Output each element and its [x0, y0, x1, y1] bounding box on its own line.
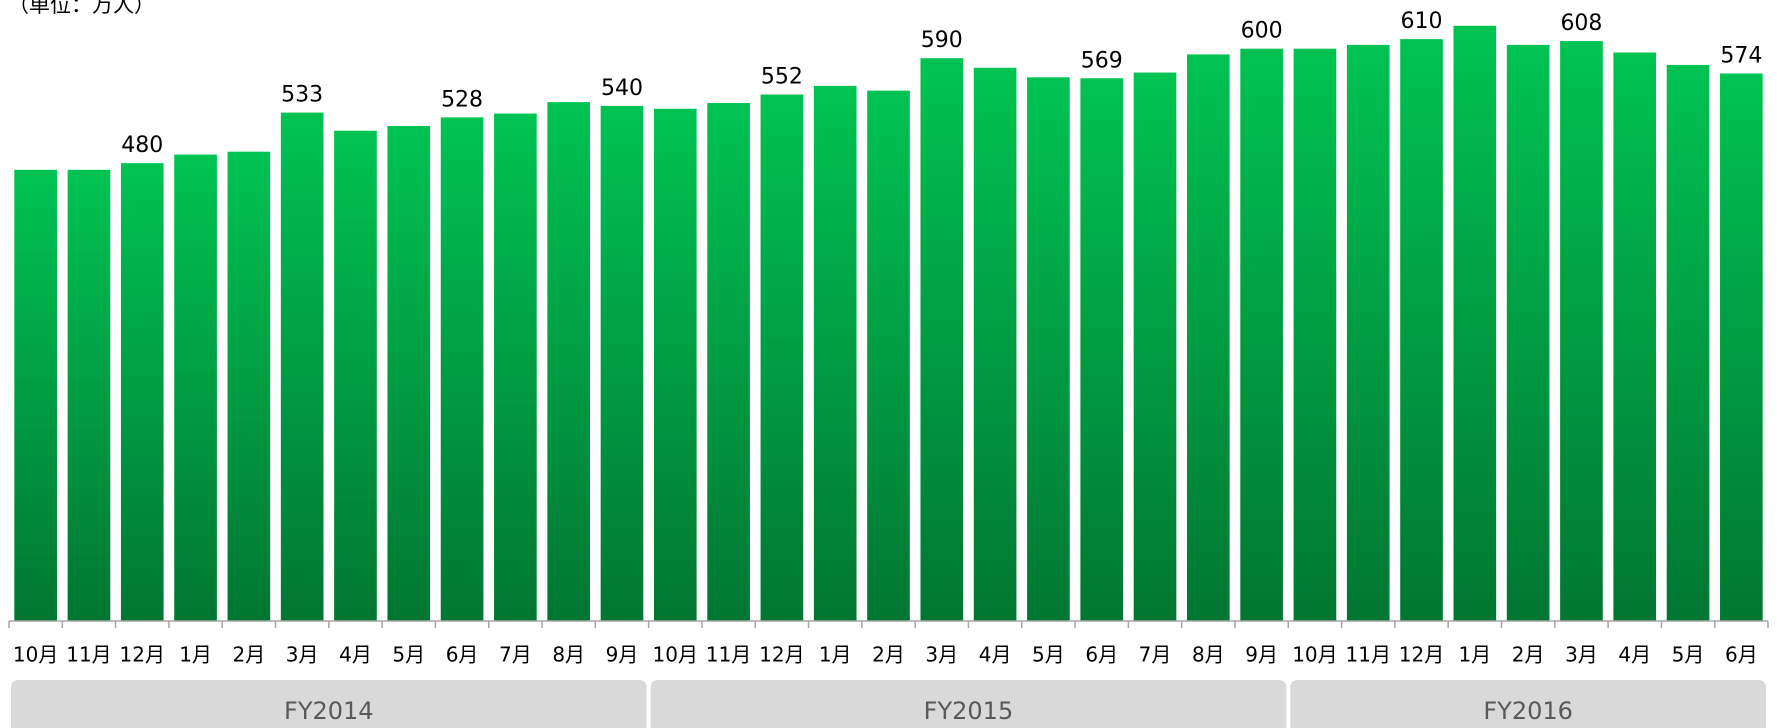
- x-tick-label: 3月: [286, 643, 319, 667]
- x-tick-label: 4月: [339, 643, 372, 667]
- value-label: 552: [761, 64, 803, 89]
- x-tick-label: 12月: [1399, 643, 1444, 667]
- x-tick-label: 5月: [392, 643, 425, 667]
- x-tick-label: 10月: [653, 643, 698, 667]
- value-label: 590: [921, 28, 963, 53]
- bar: [120, 163, 164, 621]
- x-tick-label: 3月: [1565, 643, 1598, 667]
- value-label: 528: [441, 87, 483, 112]
- x-tick-label: 2月: [872, 643, 905, 667]
- bar: [1613, 52, 1657, 621]
- bar: [1506, 44, 1550, 621]
- bar: [920, 58, 964, 621]
- bar: [867, 90, 910, 621]
- value-label: 574: [1720, 43, 1762, 68]
- bar: [174, 154, 217, 622]
- x-tick-label: 12月: [120, 643, 165, 667]
- x-tick-label: 8月: [1192, 643, 1225, 667]
- x-tick-label: 8月: [552, 643, 585, 667]
- bar: [600, 105, 644, 621]
- x-tick-label: 10月: [1292, 643, 1337, 667]
- value-label: 540: [601, 76, 643, 101]
- bar: [813, 85, 857, 621]
- group-label: FY2015: [924, 697, 1014, 725]
- bar: [547, 102, 591, 622]
- bar: [14, 169, 57, 622]
- x-tick-label: 3月: [925, 643, 958, 667]
- x-tick-label: 4月: [979, 643, 1012, 667]
- group-label: FY2016: [1483, 697, 1573, 725]
- bar: [1133, 72, 1177, 622]
- value-label: 610: [1401, 9, 1443, 34]
- x-tick-label: 7月: [1139, 643, 1172, 667]
- bar: [1080, 78, 1124, 621]
- bar: [653, 108, 697, 622]
- x-tick-label: 4月: [1618, 643, 1651, 667]
- bar: [494, 113, 537, 622]
- bar: [280, 112, 324, 621]
- bar: [1346, 44, 1390, 621]
- x-tick-label: 6月: [446, 643, 479, 667]
- x-tick-label: 9月: [606, 643, 639, 667]
- bar: [227, 151, 271, 621]
- bar: [1186, 54, 1230, 621]
- bar: [1453, 25, 1497, 622]
- x-tick-label: 2月: [1512, 643, 1545, 667]
- x-tick-label: 12月: [759, 643, 804, 667]
- bar: [1400, 39, 1443, 621]
- x-tick-label: 11月: [66, 643, 111, 667]
- bar: [440, 117, 484, 621]
- bar: [707, 103, 750, 622]
- group-box: [1290, 680, 1766, 728]
- group-box: [650, 680, 1287, 728]
- x-tick-label: 6月: [1085, 643, 1118, 667]
- bar: [1027, 77, 1070, 622]
- bar: [760, 94, 804, 621]
- group-label: FY2014: [284, 697, 374, 725]
- bar: [1293, 48, 1337, 621]
- bar: [387, 125, 431, 621]
- bar: [1720, 73, 1763, 621]
- x-tick-label: 11月: [1346, 643, 1391, 667]
- x-tick-label: 7月: [499, 643, 532, 667]
- bar: [67, 169, 111, 622]
- bar: [973, 67, 1017, 622]
- value-label: 608: [1560, 11, 1602, 36]
- bar: [334, 130, 377, 621]
- x-tick-label: 5月: [1032, 643, 1065, 667]
- x-tick-label: 1月: [1458, 643, 1491, 667]
- x-tick-label: 6月: [1725, 643, 1758, 667]
- x-tick-label: 2月: [232, 643, 265, 667]
- x-tick-label: 11月: [706, 643, 751, 667]
- value-label: 533: [281, 83, 323, 108]
- bar: [1666, 64, 1710, 621]
- x-tick-label: 5月: [1672, 643, 1705, 667]
- group-box: [11, 680, 647, 728]
- value-label: 600: [1241, 19, 1283, 44]
- x-tick-label: 9月: [1245, 643, 1278, 667]
- x-tick-label: 1月: [819, 643, 852, 667]
- bar: [1560, 41, 1603, 622]
- bar: [1240, 48, 1283, 621]
- x-tick-label: 10月: [13, 643, 58, 667]
- value-label: 569: [1081, 48, 1123, 73]
- value-label: 480: [121, 133, 163, 158]
- unit-note: （単位：万人）: [8, 0, 155, 17]
- x-tick-label: 1月: [179, 643, 212, 667]
